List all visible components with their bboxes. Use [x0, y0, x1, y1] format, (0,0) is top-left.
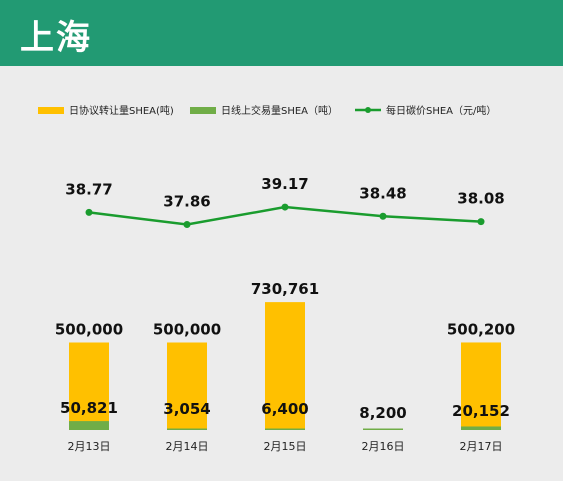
bar-online	[363, 428, 403, 430]
legend-agreement: 日协议转让量SHEA(吨)	[38, 104, 174, 117]
x-tick-label: 2月17日	[460, 440, 503, 453]
label-agreement: 500,200	[447, 320, 515, 338]
header-bar: 上海	[0, 0, 563, 66]
legend-swatch-marker	[365, 107, 371, 113]
chart-area: 日协议转让量SHEA(吨) 日线上交易量SHEA（吨） 每日碳价SHEA（元/吨） …	[0, 66, 563, 481]
legend-swatch	[38, 107, 64, 114]
label-online: 8,200	[359, 404, 406, 422]
x-tick-label: 2月13日	[68, 440, 111, 453]
bar-online	[167, 428, 207, 430]
label-online: 20,152	[452, 402, 510, 420]
label-price: 38.48	[359, 184, 406, 202]
label-price: 38.08	[457, 190, 504, 208]
label-agreement: 500,000	[153, 321, 221, 339]
legend: 日协议转让量SHEA(吨) 日线上交易量SHEA（吨） 每日碳价SHEA（元/吨）	[38, 104, 496, 117]
label-agreement: 500,000	[55, 321, 123, 339]
chart: 日协议转让量SHEA(吨) 日线上交易量SHEA（吨） 每日碳价SHEA（元/吨） …	[38, 104, 515, 453]
label-online: 6,400	[261, 400, 308, 418]
legend-online: 日线上交易量SHEA（吨）	[190, 104, 338, 117]
legend-label: 每日碳价SHEA（元/吨）	[386, 104, 496, 117]
label-online: 3,054	[163, 400, 210, 418]
label-price: 38.77	[65, 180, 112, 198]
bar-agreement	[265, 302, 305, 430]
data-labels: 500,000 50,821 500,000 3,054 730,761 6,400 8,2…	[55, 175, 515, 422]
price-line	[85, 203, 485, 229]
bars	[69, 302, 501, 430]
price-point	[183, 221, 191, 229]
price-point	[85, 208, 93, 216]
label-price: 39.17	[261, 175, 308, 193]
bar-online	[69, 421, 109, 430]
label-price: 37.86	[163, 193, 210, 211]
legend-swatch	[190, 107, 216, 114]
price-point	[379, 212, 387, 220]
x-axis: 2月13日 2月14日 2月15日 2月16日 2月17日	[68, 440, 503, 453]
legend-label: 日线上交易量SHEA（吨）	[221, 104, 338, 117]
legend-price: 每日碳价SHEA（元/吨）	[355, 104, 496, 117]
legend-label: 日协议转让量SHEA(吨)	[69, 104, 174, 117]
bar-online	[461, 426, 501, 430]
bar-agreement	[167, 342, 207, 430]
x-tick-label: 2月14日	[166, 440, 209, 453]
bar-agreement	[69, 342, 109, 430]
x-tick-label: 2月15日	[264, 440, 307, 453]
x-tick-label: 2月16日	[362, 440, 405, 453]
label-agreement: 730,761	[251, 280, 319, 298]
price-point	[281, 203, 289, 211]
page-title: 上海	[20, 18, 92, 58]
bar-agreement	[461, 342, 501, 430]
bar-online	[265, 428, 305, 430]
price-point	[477, 218, 485, 226]
label-online: 50,821	[60, 399, 118, 417]
